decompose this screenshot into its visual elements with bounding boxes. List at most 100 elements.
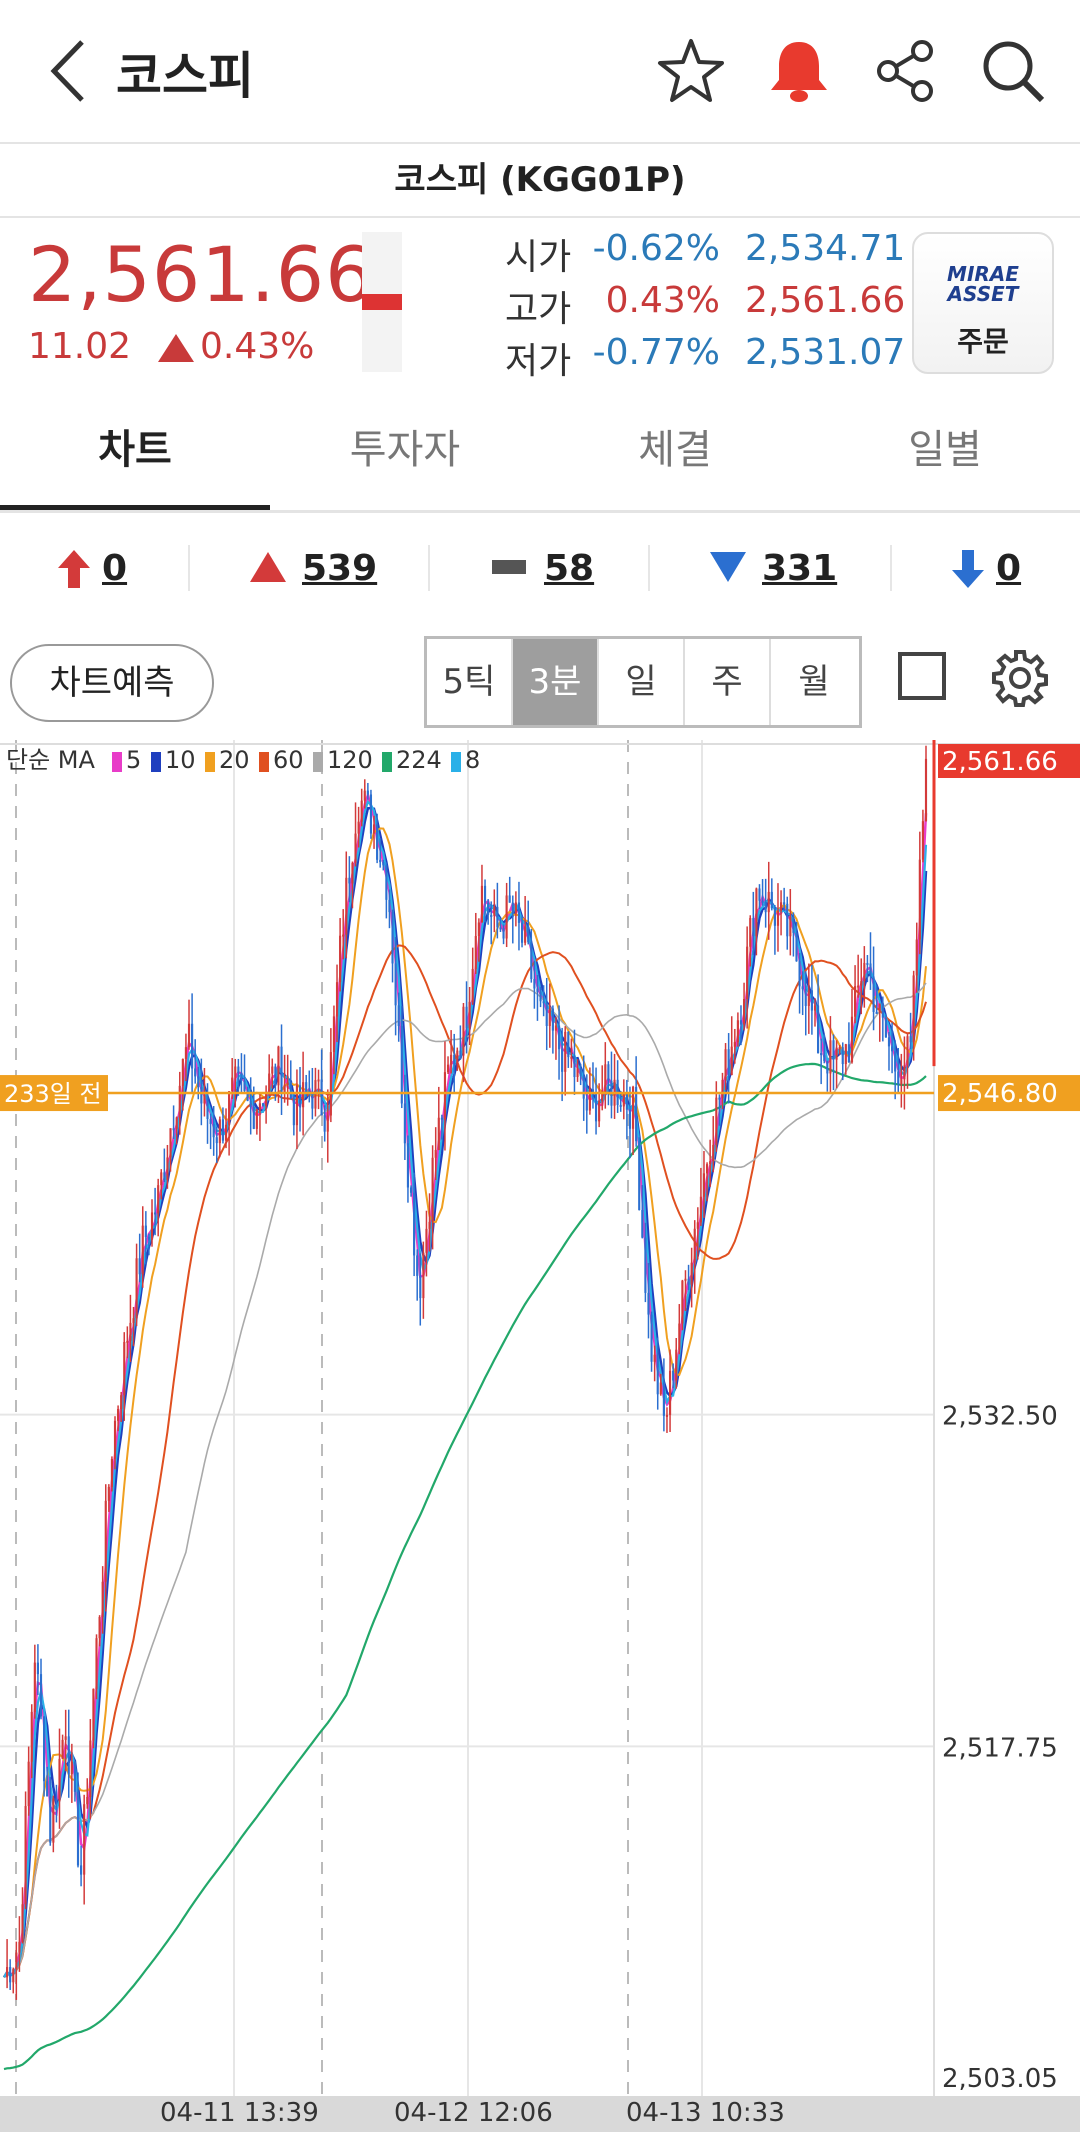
legend-label: 120: [327, 746, 373, 774]
candle-body: [915, 939, 918, 976]
candle-body: [135, 1258, 138, 1319]
period-month[interactable]: 월: [798, 662, 830, 702]
tab-daily[interactable]: 일별: [908, 427, 982, 473]
tab-trades[interactable]: 체결: [638, 427, 712, 473]
candle-body: [98, 1616, 101, 1639]
candle-body: [752, 918, 755, 937]
candle-body: [548, 1008, 551, 1027]
candle-body: [705, 1164, 709, 1174]
candle-body: [807, 990, 810, 1006]
candle-body: [200, 1087, 203, 1104]
candle-body: [12, 1969, 15, 1983]
reference-line: 233일 전 2,546.80: [0, 1075, 1080, 1112]
candle-body: [542, 1001, 545, 1004]
upper-limit-count[interactable]: 0: [102, 548, 128, 589]
candle-body: [520, 922, 524, 943]
candle-body: [295, 1085, 299, 1126]
candle-body: [274, 1066, 277, 1086]
back-arrow-icon[interactable]: [44, 36, 94, 106]
candle-body: [662, 1382, 665, 1416]
candle-body: [24, 1806, 27, 1905]
candle-body: [650, 1314, 653, 1362]
candle-body: [209, 1118, 212, 1125]
candle-body: [305, 1082, 308, 1092]
candle-body: [854, 986, 857, 1017]
candle-body: [76, 1791, 80, 1866]
candle-body: [240, 1073, 243, 1081]
candle-body: [166, 1157, 169, 1180]
mirae-asset-logo: MIRAE ASSET: [947, 262, 1019, 306]
price-change-percent: 0.43%: [200, 326, 315, 367]
candle-body: [154, 1212, 157, 1215]
candle-body: [687, 1278, 690, 1285]
decline-count[interactable]: 331: [762, 548, 838, 589]
candle-body: [835, 1047, 838, 1060]
candle-body: [286, 1082, 289, 1085]
period-week[interactable]: 주: [685, 639, 771, 725]
lower-limit-count[interactable]: 0: [996, 548, 1022, 589]
y-tick-label: 2,532.50: [942, 1402, 1058, 1432]
candle-body: [588, 1089, 591, 1111]
share-icon[interactable]: [870, 36, 940, 106]
search-icon[interactable]: [978, 36, 1048, 106]
checkbox-square-icon[interactable]: [898, 652, 946, 700]
candle-body: [70, 1761, 73, 1775]
candle-body: [665, 1414, 669, 1417]
advance-count[interactable]: 539: [302, 548, 378, 589]
candle-body: [511, 902, 514, 914]
chart-predict-button[interactable]: 차트예측: [10, 644, 214, 722]
unchanged-count[interactable]: 58: [544, 548, 595, 589]
candle-body: [425, 1228, 428, 1253]
candle-body: [801, 986, 804, 990]
bell-icon[interactable]: [764, 36, 834, 106]
candle-body: [141, 1225, 144, 1275]
candle-body: [557, 1025, 561, 1050]
candle-body: [323, 1115, 326, 1132]
candle-body: [237, 1066, 240, 1074]
candle-body: [493, 906, 496, 916]
candle-body: [508, 895, 511, 903]
candle-body: [191, 1023, 194, 1069]
candle-body: [804, 989, 807, 1006]
candle-body: [348, 877, 351, 884]
candle-body: [724, 1049, 727, 1080]
candle-body: [6, 1967, 9, 1978]
order-label: 주문: [957, 325, 1009, 358]
candle-body: [483, 885, 487, 903]
period-day[interactable]: 일: [599, 639, 685, 725]
candle-body: [471, 968, 474, 1002]
low-label: 저가: [505, 341, 572, 382]
high-value: 2,561.66: [745, 280, 906, 321]
candle-body: [55, 1798, 58, 1802]
tab-bar: 차트 투자자 체결 일별: [0, 390, 1080, 513]
star-icon[interactable]: [656, 36, 726, 106]
candle-body: [197, 1076, 200, 1088]
period-selector: 5틱 3분 일 주 월: [424, 636, 862, 728]
low-value: 2,531.07: [745, 332, 906, 373]
legend-label: 224: [396, 746, 442, 774]
gear-icon[interactable]: [990, 648, 1050, 708]
candle-body: [857, 985, 860, 988]
tab-investor[interactable]: 투자자: [349, 427, 461, 473]
candle-body: [314, 1080, 317, 1109]
y-tick-label: 2,503.05: [942, 2064, 1058, 2094]
candle-body: [379, 859, 382, 863]
period-5tick[interactable]: 5틱: [427, 639, 513, 725]
period-3min[interactable]: 3분: [513, 639, 599, 725]
candle-body: [456, 1050, 459, 1065]
candle-body: [357, 821, 360, 834]
order-button[interactable]: MIRAE ASSET 주문: [912, 232, 1054, 374]
candle-body: [918, 859, 921, 940]
candle-body: [150, 1212, 154, 1240]
tab-chart[interactable]: 차트: [98, 427, 172, 473]
candle-body: [351, 862, 354, 884]
candle-body: [576, 1068, 579, 1078]
candle-body: [813, 1005, 817, 1011]
price-chart[interactable]: 단순 MA 5 10 20 60 120 224 8 2,532.50 2,517.75 2,50…: [0, 740, 1080, 2100]
candle-body: [169, 1128, 172, 1158]
candle-body: [9, 1967, 12, 1983]
candle-body: [474, 936, 477, 969]
candle-body: [437, 1117, 440, 1151]
candle-body: [409, 1187, 413, 1193]
candle-body: [265, 1092, 268, 1106]
